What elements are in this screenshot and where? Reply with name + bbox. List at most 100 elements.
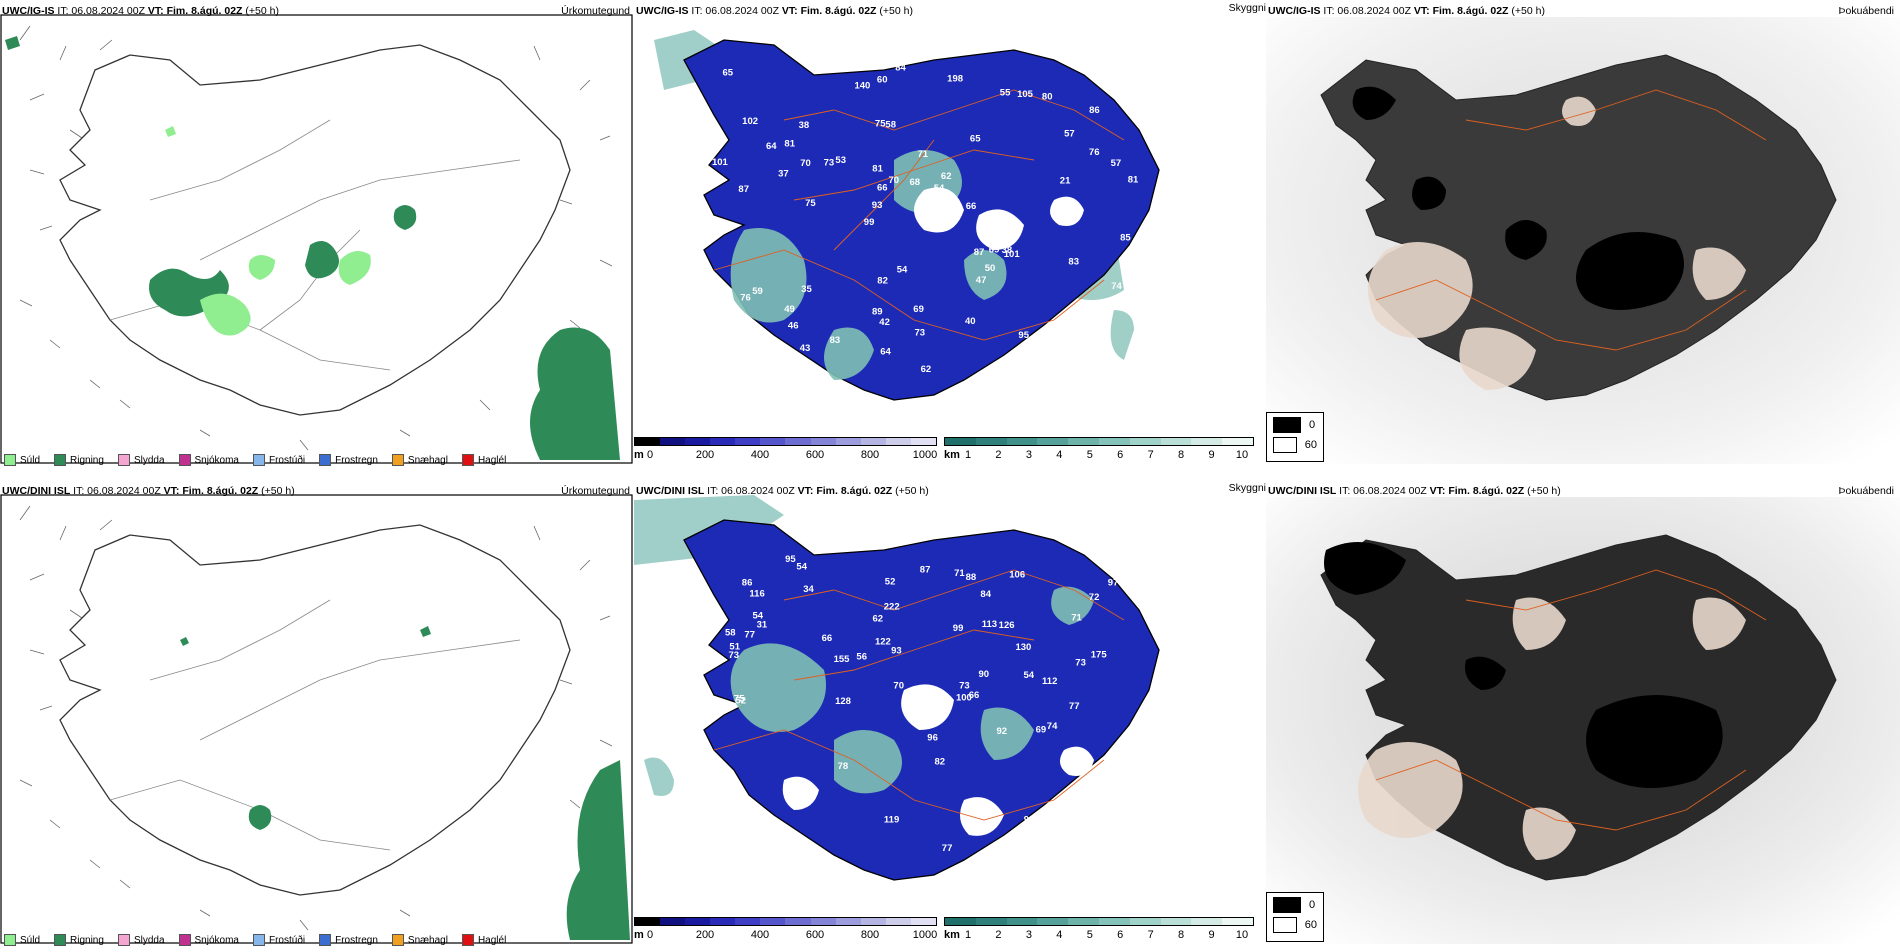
legend-swatch — [252, 934, 265, 946]
colorbar-segment — [1098, 918, 1130, 925]
visibility-value-label: 43 — [800, 343, 811, 354]
legend-swatch — [319, 454, 332, 466]
visibility-value-label: 70 — [800, 158, 811, 169]
visibility-value-label: 130 — [1015, 642, 1031, 653]
visibility-value-label: 72 — [1089, 592, 1100, 603]
legend-label: Frostúði — [268, 934, 306, 946]
legend-item: Súld — [4, 454, 40, 466]
visibility-value-label: 126 — [999, 620, 1015, 631]
colorbar-segment — [1222, 918, 1253, 925]
visibility-value-label: 40 — [1048, 347, 1059, 358]
visibility-value-label: 53 — [835, 155, 846, 166]
roads — [713, 569, 1125, 821]
visibility-value-label: 56 — [856, 652, 867, 663]
colorbar-tick: 800 — [860, 449, 880, 461]
visibility-clear — [782, 684, 1094, 836]
colorbar-segment — [1129, 438, 1161, 445]
visibility-value-label: 60 — [877, 75, 888, 86]
visibility-value-label: 83 — [1068, 257, 1079, 268]
visibility-value-label: 80 — [1042, 92, 1053, 103]
legend-label: Rigning — [70, 934, 104, 946]
fog-map-top: UWC/IG-IS IT: 06.08.2024 00Z VT: Fim. 8.… — [1266, 0, 1900, 472]
visibility-value-label: 84 — [980, 589, 991, 600]
visibility-value-label: 57 — [1111, 158, 1122, 169]
panel-name: Úrkomutegund — [561, 485, 630, 497]
visibility-value-label: 93 — [891, 645, 902, 656]
panel-title: UWC/DINI ISL IT: 06.08.2024 00Z VT: Fim.… — [636, 485, 929, 497]
visibility-value-label: 77 — [744, 630, 755, 641]
visibility-value-label: 85 — [1120, 233, 1131, 244]
colorbar-stripe — [634, 917, 937, 926]
visibility-value-label: 69 — [913, 304, 924, 315]
colorbar-tick: 600 — [805, 449, 825, 461]
visibility-value-label: 64 — [766, 141, 777, 152]
colorbar-segment — [785, 918, 811, 925]
visibility-value-label: 100 — [956, 692, 972, 703]
visibility-value-label: 58 — [759, 368, 770, 379]
precip-legend: Súld Rigning Slydda Snjókoma Frostúði Frostre… — [4, 934, 514, 946]
legend-label: Frostregn — [335, 934, 378, 946]
visibility-value-label: 86 — [742, 578, 753, 589]
visibility-labels: 76 87 86 99 65 67 75 71 59 53 77 46 58 62 101 102 60 81 87… — [712, 63, 1139, 380]
visibility-value-label: 38 — [1002, 245, 1013, 256]
visibility-value-label: 89 — [872, 306, 883, 317]
colorbar-segment — [810, 918, 836, 925]
legend-item: Rigning — [54, 454, 104, 466]
colorbar-segment — [785, 438, 811, 445]
colorbar-segment — [1098, 438, 1130, 445]
colorbar-segment — [760, 438, 786, 445]
colorbar-tick: 600 — [805, 929, 825, 941]
iceland-outline — [59, 524, 571, 896]
legend-item: Slydda — [117, 454, 165, 466]
colorbar-segment — [1037, 918, 1069, 925]
visibility-value-label: 71 — [918, 149, 929, 160]
visibility-value-label: 75 — [875, 119, 886, 130]
colorbar-segment — [945, 438, 976, 445]
visibility-value-label: 57 — [1064, 129, 1075, 140]
visibility-value-label: 93 — [872, 200, 883, 211]
colorbar-unit: m — [634, 449, 644, 461]
colorbar-segment — [735, 918, 761, 925]
legend-item: Slydda — [117, 934, 165, 946]
precip-map-graphic — [0, 494, 633, 944]
colorbar-segment — [885, 438, 911, 445]
colorbar-segment — [1129, 918, 1161, 925]
colorbar-tick: 2 — [995, 929, 1002, 941]
colorbar-tick: 9 — [1208, 449, 1215, 461]
panel-name: Skyggni — [1228, 2, 1266, 14]
legend-swatch — [178, 454, 191, 466]
colorbar-tick: 400 — [750, 929, 770, 941]
colorbar-tick: 200 — [695, 929, 715, 941]
visibility-value-label: 75 — [805, 198, 816, 209]
colorbar-segment — [1068, 438, 1099, 445]
colorbar-segment — [1006, 438, 1038, 445]
wind-barbs — [19, 25, 613, 451]
visibility-value-label: 60 — [1082, 545, 1093, 556]
visibility-value-label: 64 — [720, 320, 731, 331]
visibility-value-label: 90 — [744, 807, 755, 818]
rain-areas — [5, 36, 620, 460]
visibility-value-label: 140 — [854, 80, 870, 91]
fog-light-areas — [1358, 597, 1746, 860]
visibility-value-label: 42 — [879, 317, 890, 328]
visibility-value-label: 58 — [725, 628, 736, 639]
panel-name: Úrkomutegund — [561, 5, 630, 17]
fog-legend-row: 60 — [1273, 437, 1317, 453]
legend-label: Frostúði — [268, 454, 306, 466]
colorbar-tick: 9 — [1208, 929, 1215, 941]
visibility-value-label: 35 — [801, 284, 812, 295]
visibility-value-label: 21 — [1060, 175, 1071, 186]
visibility-value-label: 116 — [749, 589, 764, 600]
legend-label: Frostregn — [335, 454, 378, 466]
visibility-map-graphic: 175 52 58 74 54 52 56 95 71 60 51 54 99 92 93 66 222 73 69… — [634, 495, 1160, 881]
legend-label: Snæhagl — [407, 454, 448, 466]
visibility-value-label: 82 — [877, 276, 888, 287]
visibility-value-label: 54 — [1024, 670, 1035, 681]
panel-title: UWC/IG-IS IT: 06.08.2024 00Z VT: Fim. 8.… — [636, 5, 913, 17]
colorbar-segment — [910, 438, 936, 445]
visibility-value-label: 52 — [885, 577, 896, 588]
visibility-value-label: 36 — [1077, 313, 1088, 324]
visibility-value-label: 73 — [1075, 657, 1086, 668]
visibility-value-label: 128 — [835, 696, 851, 707]
colorbar-segment — [710, 438, 736, 445]
